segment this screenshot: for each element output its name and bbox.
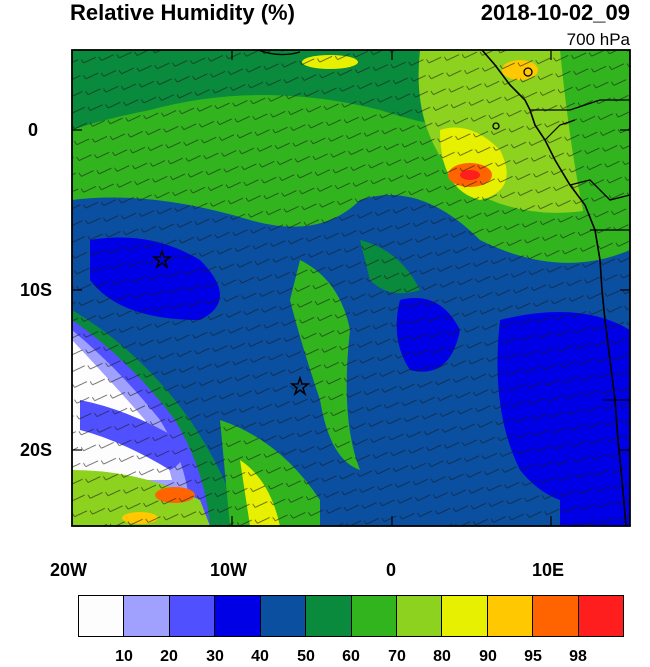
colorbar-box (169, 596, 216, 636)
colorbar-box (487, 596, 534, 636)
colorbar-box (396, 596, 443, 636)
lon-tick-10e: 10E (532, 560, 565, 580)
colorbar-label: 60 (342, 648, 360, 665)
lon-ticks (231, 50, 552, 526)
lon-tick-10w: 10W (210, 560, 248, 580)
colorbar-box (306, 596, 352, 636)
pressure-level: 700 hPa (566, 30, 630, 49)
colorbar-label: 70 (388, 648, 406, 665)
colorbar-label: 80 (433, 648, 451, 665)
map-title: Relative Humidity (%) (70, 0, 295, 25)
colorbar-label: 90 (479, 648, 497, 665)
colorbar-box (124, 596, 170, 636)
star-marker (151, 248, 173, 270)
colorbar-box (215, 596, 261, 636)
colorbar-box (533, 596, 579, 636)
map-datetime: 2018-10-02_09 (480, 0, 630, 25)
colorbar-box (79, 596, 125, 636)
colorbar-box (578, 596, 624, 636)
humidity-field (72, 50, 630, 526)
colorbar-label: 20 (160, 648, 178, 665)
lat-tick-20s: 20S (20, 440, 53, 460)
colorbar-label: 95 (524, 648, 542, 665)
lat-tick-0: 0 (28, 120, 39, 140)
lat-tick-10s: 10S (20, 280, 53, 300)
colorbar-box (351, 596, 397, 636)
star-marker (289, 375, 311, 397)
colorbar-label: 40 (251, 648, 269, 665)
colorbar (78, 595, 624, 637)
lon-tick-20w: 20W (50, 560, 88, 580)
colorbar-label: 50 (297, 648, 315, 665)
colorbar-label: 10 (115, 648, 133, 665)
colorbar-label: 30 (206, 648, 224, 665)
lat-ticks (72, 129, 630, 451)
colorbar-box (260, 596, 307, 636)
colorbar-box (442, 596, 488, 636)
lon-tick-0: 0 (386, 560, 397, 580)
station-markers (151, 248, 311, 397)
colorbar-label: 98 (569, 648, 587, 665)
